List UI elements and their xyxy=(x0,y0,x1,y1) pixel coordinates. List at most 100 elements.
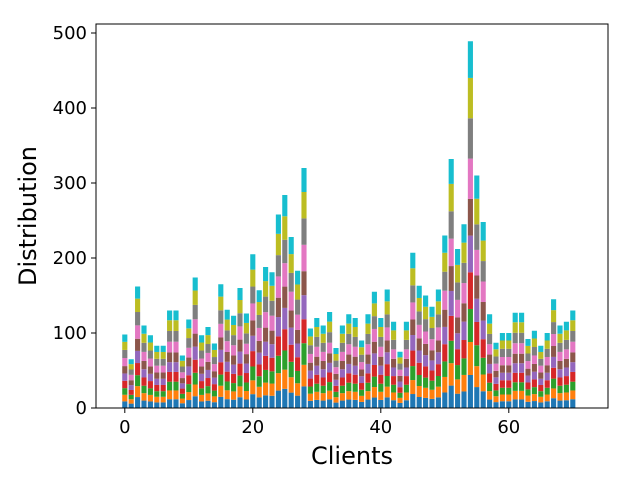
bar-segment xyxy=(173,381,179,391)
bar-segment xyxy=(250,351,256,367)
bar-segment xyxy=(512,363,518,373)
bar-segment xyxy=(557,385,563,394)
bar-segment xyxy=(570,399,576,408)
bar-segment xyxy=(397,357,403,364)
bar-segment xyxy=(243,390,249,400)
bar-segment xyxy=(218,310,224,324)
bar-segment xyxy=(173,320,179,331)
bar-segment xyxy=(570,310,576,321)
bar-segment xyxy=(455,264,461,283)
bar-segment xyxy=(301,218,307,245)
bar-segment xyxy=(448,159,454,184)
bar-segment xyxy=(320,385,326,394)
bar-segment xyxy=(480,281,486,302)
bar-segment xyxy=(538,345,544,352)
bar-segment xyxy=(275,255,281,277)
bar-segment xyxy=(455,349,461,366)
bar-segment xyxy=(525,339,531,346)
bar-segment xyxy=(192,333,198,347)
bar-segment xyxy=(141,325,147,334)
bar-segment xyxy=(128,369,134,375)
bar-segment xyxy=(403,321,409,331)
bar-segment xyxy=(423,387,429,398)
bar-segment xyxy=(499,380,505,388)
bar-segment xyxy=(499,340,505,349)
bar-segment xyxy=(231,383,237,392)
bar-segment xyxy=(506,380,512,388)
bar-segment xyxy=(531,355,537,364)
bar-segment xyxy=(442,271,448,291)
bar-segment xyxy=(551,299,557,311)
bar-segment xyxy=(391,358,397,368)
bar-segment xyxy=(250,380,256,395)
bar-segment xyxy=(199,381,205,389)
bar-segment xyxy=(288,291,294,311)
bar-segment xyxy=(128,394,134,400)
bar-segment xyxy=(442,344,448,362)
bar-segment xyxy=(442,235,448,253)
bar-segment xyxy=(448,385,454,408)
bar-segment xyxy=(359,401,365,408)
bar-segment xyxy=(288,310,294,328)
bar-segment xyxy=(512,390,518,400)
bar-segment xyxy=(282,329,288,351)
bar-segment xyxy=(314,374,320,384)
bar-segment xyxy=(211,349,217,358)
bar-segment xyxy=(339,351,345,361)
bar-segment xyxy=(179,372,185,379)
y-tick-label: 500 xyxy=(53,23,87,44)
bar-segment xyxy=(448,211,454,239)
bar-segment xyxy=(416,311,422,325)
bar-segment xyxy=(371,364,377,377)
bar-segment xyxy=(519,372,525,383)
bar-segment xyxy=(314,346,320,357)
bar-segment xyxy=(160,372,166,379)
bar-segment xyxy=(544,387,550,395)
bar-segment xyxy=(256,327,262,341)
bar-segment xyxy=(538,358,544,366)
bar-segment xyxy=(333,373,339,380)
bar-segment xyxy=(371,387,377,398)
bar-segment xyxy=(410,350,416,367)
bar-segment xyxy=(141,342,147,352)
bar-segment xyxy=(199,394,205,402)
bar-segment xyxy=(307,353,313,363)
bar-segment xyxy=(570,371,576,382)
bar-segment xyxy=(371,291,377,304)
bar-segment xyxy=(147,342,153,351)
bar-segment xyxy=(525,382,531,390)
bar-segment xyxy=(231,399,237,408)
bar-segment xyxy=(570,352,576,363)
bar-segment xyxy=(461,391,467,408)
bar-segment xyxy=(211,396,217,403)
bar-segment xyxy=(224,352,230,362)
bar-segment xyxy=(333,391,339,398)
bar-segment xyxy=(333,397,339,403)
bar-segment xyxy=(531,401,537,408)
bar-segment xyxy=(307,328,313,337)
bar-segment xyxy=(128,380,134,386)
bar-segment xyxy=(531,330,537,339)
bar-segment xyxy=(391,376,397,385)
bar-segment xyxy=(205,327,211,336)
bar-segment xyxy=(128,389,134,395)
bar-segment xyxy=(179,383,185,389)
bar-segment xyxy=(192,346,198,360)
bar-segment xyxy=(461,358,467,375)
bar-segment xyxy=(147,388,153,395)
bar-segment xyxy=(442,376,448,393)
bar-segment xyxy=(141,351,147,361)
bar-segment xyxy=(416,374,422,386)
bar-segment xyxy=(301,168,307,192)
bar-segment xyxy=(301,244,307,272)
bar-segment xyxy=(263,296,269,313)
bar-segment xyxy=(397,402,403,408)
bar-segment xyxy=(429,370,435,381)
bar-segment xyxy=(563,392,569,401)
bar-segment xyxy=(416,297,422,312)
bar-segment xyxy=(147,366,153,374)
bar-segment xyxy=(295,383,301,396)
bar-segment xyxy=(327,342,333,354)
bar-segment xyxy=(563,330,569,340)
bar-segment xyxy=(237,326,243,340)
